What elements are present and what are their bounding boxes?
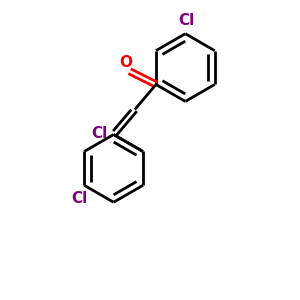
Text: Cl: Cl xyxy=(91,126,107,141)
Text: Cl: Cl xyxy=(179,14,195,28)
Text: Cl: Cl xyxy=(72,190,88,206)
Text: O: O xyxy=(119,55,133,70)
